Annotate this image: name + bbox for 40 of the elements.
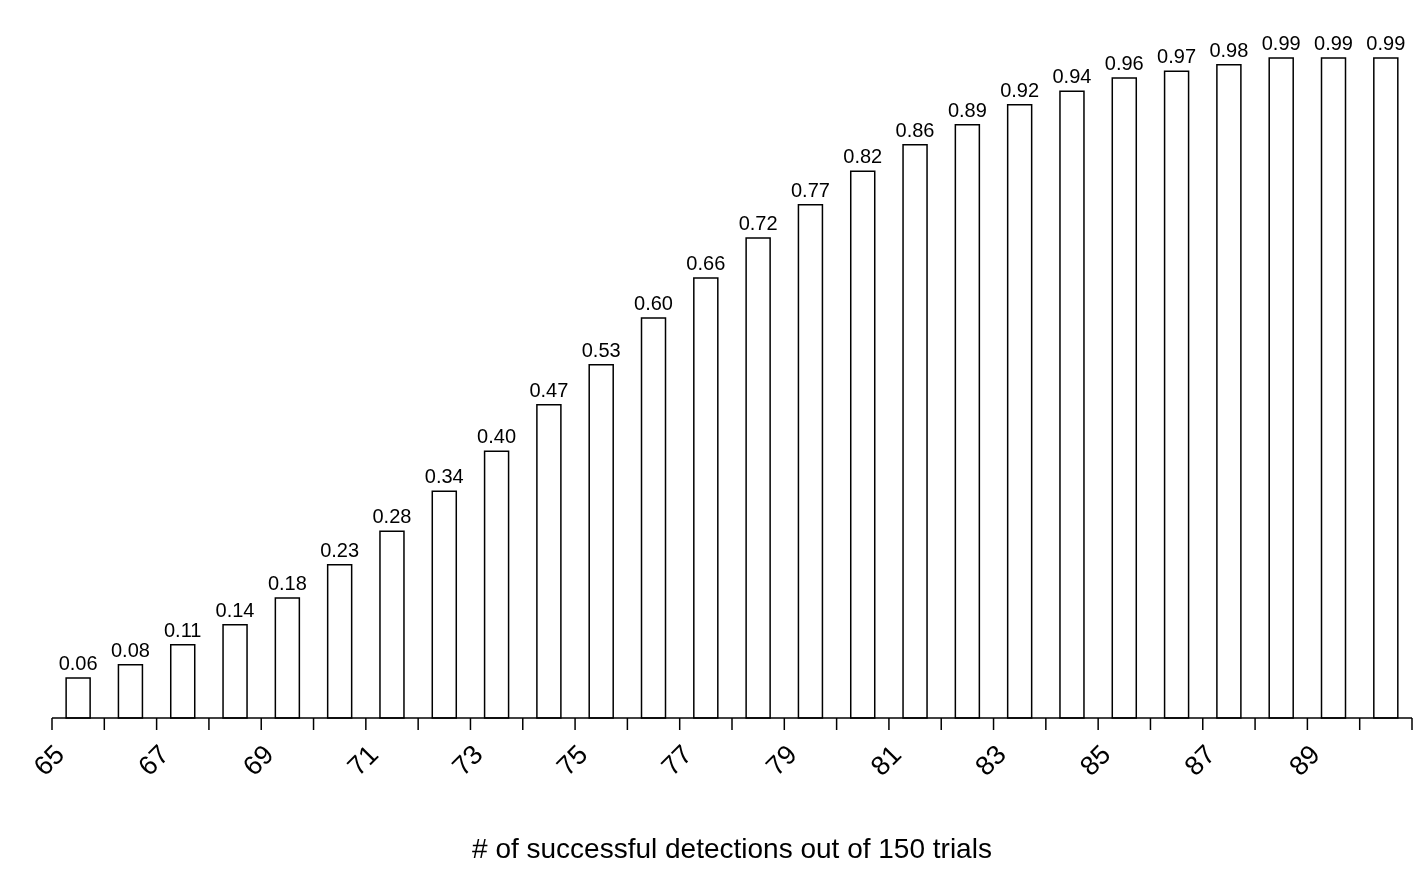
x-tick-label: 75	[550, 739, 594, 782]
x-tick-label: 65	[27, 739, 71, 782]
data-label: 0.28	[372, 505, 412, 528]
data-label: 0.06	[58, 652, 98, 674]
data-label: 0.66	[686, 252, 726, 274]
data-label: 0.96	[1104, 52, 1144, 74]
data-label: 0.77	[790, 178, 830, 201]
x-tick-label: 81	[864, 739, 908, 782]
data-label: 0.86	[895, 118, 935, 141]
data-label: 0.40	[477, 425, 517, 448]
data-label: 0.08	[110, 638, 150, 661]
data-label: 0.89	[947, 98, 987, 121]
x-tick-label: 87	[1178, 739, 1222, 782]
data-label: 0.72	[738, 212, 778, 234]
data-label: 0.99	[1366, 32, 1406, 54]
data-label: 0.34	[424, 465, 464, 488]
x-tick-label: 71	[341, 739, 385, 782]
data-label: 0.60	[634, 292, 673, 314]
x-tick-label: 67	[132, 739, 175, 782]
data-label: 0.82	[843, 145, 883, 168]
data-label: 0.53	[581, 338, 621, 361]
x-tick-label: 73	[446, 739, 489, 782]
data-label: 0.98	[1209, 38, 1249, 61]
x-tick-label: 79	[760, 739, 803, 782]
data-label: 0.94	[1052, 65, 1092, 88]
data-label: 0.92	[1000, 78, 1040, 101]
x-axis-title: # of successful detections out of 150 trials	[472, 833, 992, 864]
data-label: 0.99	[1261, 32, 1301, 54]
data-label: 0.18	[267, 572, 307, 594]
x-tick-label: 83	[969, 739, 1012, 782]
data-label: 0.14	[215, 598, 255, 621]
data-label: 0.11	[164, 618, 202, 641]
data-label: 0.23	[320, 538, 360, 561]
data-label: 0.99	[1314, 32, 1353, 54]
x-tick-label: 85	[1073, 739, 1117, 782]
data-label: 0.97	[1157, 45, 1197, 68]
data-label: 0.47	[529, 378, 569, 401]
x-tick-label: 69	[237, 739, 280, 782]
x-tick-label: 89	[1283, 739, 1326, 782]
x-tick-label: 77	[655, 739, 698, 782]
